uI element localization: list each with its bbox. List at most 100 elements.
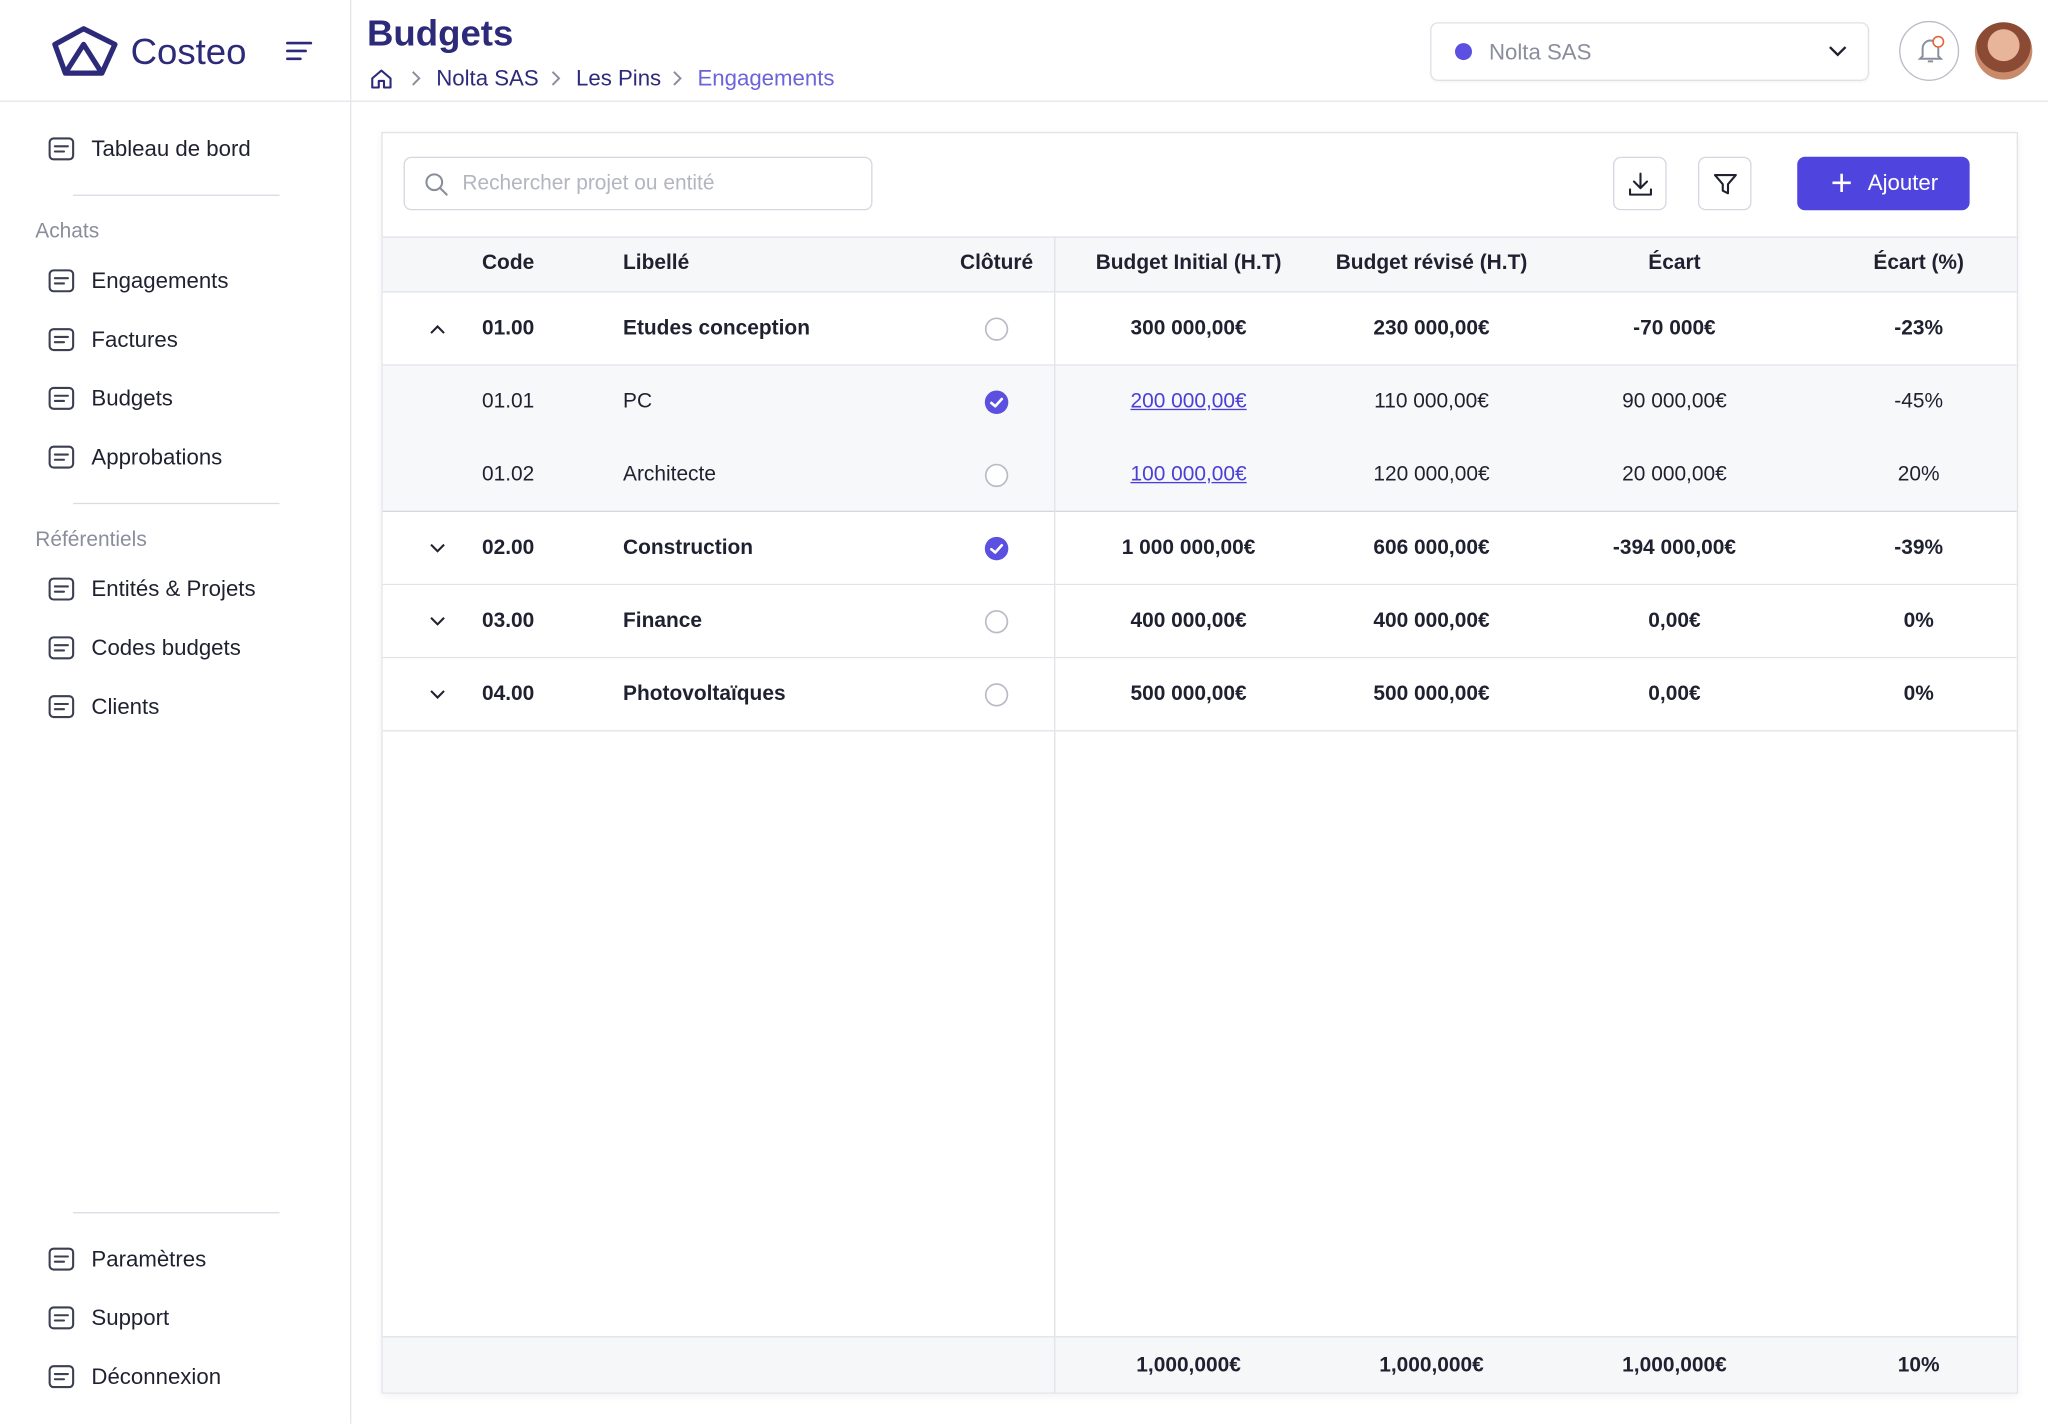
nav-item[interactable]: Engagements	[91, 268, 229, 294]
row-code: 02.00	[481, 536, 535, 560]
brand-name: Costeo	[130, 31, 247, 72]
nav-item[interactable]: Entités & Projets	[91, 576, 256, 602]
ecart-pct: 0%	[1903, 609, 1934, 633]
nav-item[interactable]: Budgets	[91, 385, 173, 411]
org-select-value: Nolta SAS	[1488, 39, 1592, 65]
menu-toggle[interactable]	[286, 40, 313, 61]
nav-item[interactable]: Paramètres	[91, 1246, 207, 1272]
ecart: -70 000€	[1633, 317, 1716, 340]
budget-initial: 500 000,00€	[1130, 683, 1247, 706]
ecart-pct: -23%	[1894, 317, 1944, 340]
add-button-label: Ajouter	[1867, 170, 1939, 196]
column-divider	[1054, 1337, 1056, 1394]
add-button[interactable]: Ajouter	[1797, 156, 1970, 211]
row-label: Finance	[623, 609, 702, 633]
column-header: Libellé	[623, 252, 690, 275]
breadcrumb-item: Engagements	[697, 65, 835, 91]
column-divider	[1054, 236, 1056, 1394]
budget-revise: 120 000,00€	[1373, 463, 1490, 486]
section-title: Achats	[35, 220, 100, 243]
nav-item[interactable]: Approbations	[91, 444, 223, 470]
nav-item[interactable]: Déconnexion	[91, 1364, 222, 1390]
home-icon[interactable]	[371, 68, 392, 89]
group-row[interactable]: 03.00 Finance 400 000,00€ 400 000,00€ 0,00€ 0…	[382, 585, 2017, 659]
column-header: Écart (%)	[1873, 252, 1964, 275]
ecart: 20 000,00€	[1622, 463, 1727, 486]
breadcrumb-item[interactable]: Nolta SAS	[436, 65, 539, 91]
closed-checkbox[interactable]	[984, 683, 1009, 707]
collapse-icon[interactable]	[430, 324, 446, 334]
table-header	[382, 236, 2017, 293]
group-row[interactable]: 02.00 Construction 1 000 000,00€ 606 000,00…	[382, 511, 2017, 586]
column-header: Code	[481, 252, 535, 275]
logo-icon	[52, 26, 118, 76]
sidebar-divider	[73, 1212, 280, 1214]
nav-item[interactable]: Clients	[91, 694, 160, 720]
total-value: 1,000,000€	[1379, 1354, 1484, 1377]
download-button-icon	[1628, 172, 1652, 196]
column-header: Clôturé	[959, 252, 1034, 275]
nav-icon	[48, 137, 75, 161]
budget-revise: 110 000,00€	[1374, 390, 1489, 413]
row-label: Photovoltaïques	[623, 683, 786, 706]
breadcrumb-separator	[673, 71, 682, 86]
expand-icon[interactable]	[430, 543, 446, 553]
nav-icon	[48, 445, 75, 469]
expand-icon[interactable]	[430, 616, 446, 626]
page-title: Budgets	[367, 13, 514, 54]
nav-item[interactable]: Tableau de bord	[91, 136, 251, 162]
filter-button-icon	[1713, 173, 1737, 195]
download-button[interactable]	[1613, 156, 1667, 211]
chevron-down	[1829, 46, 1847, 57]
budget-initial: 300 000,00€	[1130, 317, 1247, 340]
ecart-pct: 20%	[1897, 463, 1940, 486]
breadcrumb-item[interactable]: Les Pins	[575, 65, 662, 91]
group-divider	[382, 510, 2017, 512]
row-code: 01.00	[481, 317, 535, 340]
budget-initial-link[interactable]: 200 000,00€	[1130, 390, 1247, 413]
breadcrumb-separator	[412, 71, 421, 86]
search-input[interactable]: Rechercher projet ou entité	[403, 156, 873, 211]
budget-revise: 606 000,00€	[1373, 536, 1490, 560]
user-avatar[interactable]	[1974, 22, 2033, 80]
nav-icon	[48, 1306, 75, 1330]
nav-item[interactable]: Factures	[91, 327, 178, 352]
notifications-button[interactable]	[1899, 20, 1960, 81]
bell-icon	[1917, 35, 1945, 63]
closed-checkbox[interactable]	[984, 463, 1009, 488]
status-dot	[1455, 43, 1472, 61]
closed-checkbox[interactable]	[984, 390, 1009, 415]
ecart: 0,00€	[1648, 609, 1701, 633]
nav-item[interactable]: Support	[91, 1305, 170, 1331]
nav-item[interactable]: Codes budgets	[91, 635, 241, 661]
row-code: 01.02	[481, 463, 535, 486]
row-label: Etudes conception	[623, 317, 810, 340]
table-footer: 1,000,000€ 1,000,000€ 1,000,000€ 10%	[382, 1336, 2017, 1394]
ecart-pct: 0%	[1903, 683, 1934, 706]
sidebar	[0, 100, 352, 1424]
breadcrumb-separator	[551, 71, 561, 86]
budget-initial-link[interactable]: 100 000,00€	[1130, 463, 1247, 486]
column-header: Écart	[1648, 252, 1701, 275]
group-row[interactable]: 04.00 Photovoltaïques 500 000,00€ 500 000,0…	[382, 658, 2017, 732]
closed-checkbox[interactable]	[984, 536, 1009, 561]
nav-icon	[48, 269, 75, 293]
budget-revise: 230 000,00€	[1373, 317, 1490, 340]
closed-checkbox[interactable]	[984, 610, 1009, 634]
expand-icon[interactable]	[430, 690, 446, 700]
org-select[interactable]: Nolta SAS	[1430, 22, 1870, 81]
row-label: PC	[623, 390, 653, 413]
row-code: 03.00	[481, 609, 535, 633]
budget-revise: 400 000,00€	[1373, 609, 1490, 633]
nav-icon	[48, 577, 75, 601]
nav-icon	[48, 695, 75, 719]
plus-icon	[1832, 173, 1851, 192]
closed-checkbox[interactable]	[984, 317, 1009, 341]
ecart: 90 000,00€	[1622, 390, 1727, 413]
ecart: 0,00€	[1648, 683, 1701, 706]
row-code: 01.01	[481, 390, 535, 413]
row-label: Architecte	[623, 463, 716, 486]
filter-button[interactable]	[1697, 156, 1752, 211]
group-row[interactable]: 01.00 Etudes conception 300 000,00€ 230 000…	[382, 292, 2017, 366]
